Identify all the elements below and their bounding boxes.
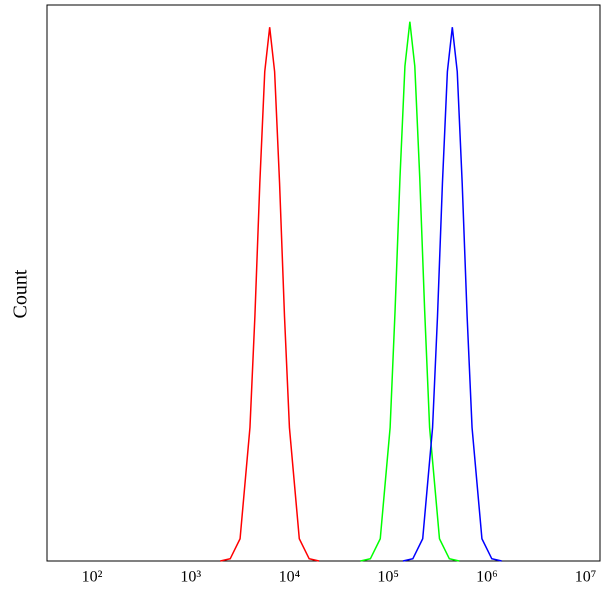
x-tick-label: 10²	[82, 569, 103, 586]
x-tick-label: 10⁶	[476, 569, 498, 586]
x-tick-label: 10⁷	[575, 569, 597, 586]
x-tick-label: 10⁴	[279, 569, 301, 586]
x-tick-label: 10⁵	[377, 569, 399, 586]
histogram-line	[220, 27, 320, 562]
x-tick-label: 10³	[180, 569, 201, 586]
histogram-line	[360, 21, 460, 562]
histogram-line	[402, 27, 502, 562]
y-axis-label: Count	[10, 269, 32, 318]
plot-frame	[46, 4, 601, 562]
